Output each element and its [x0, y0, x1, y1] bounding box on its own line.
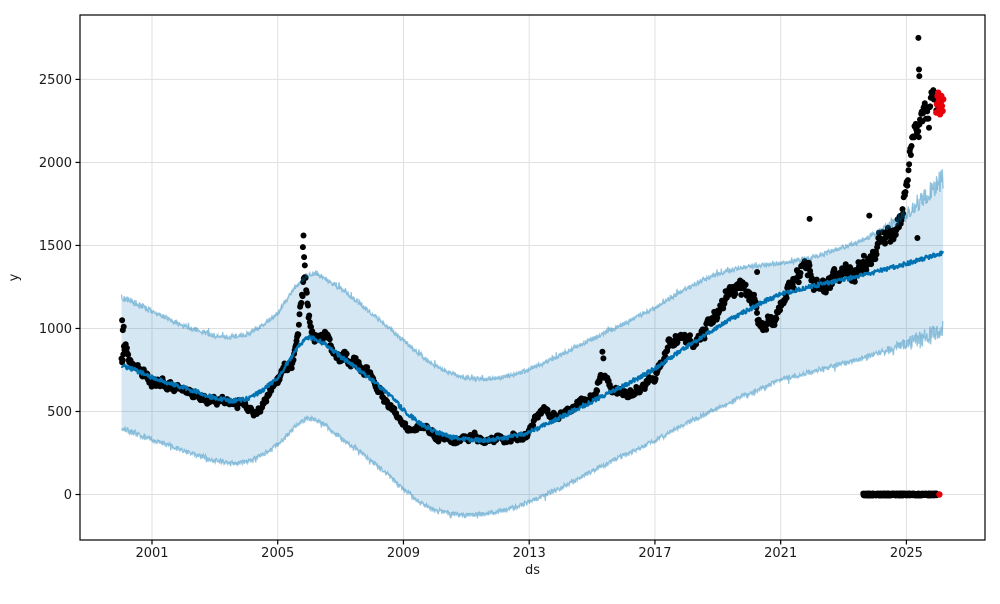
observed-point: [125, 351, 132, 358]
observed-point: [902, 189, 909, 195]
anomaly-point: [940, 96, 947, 103]
observed-point: [299, 293, 306, 300]
observed-point: [873, 251, 880, 258]
observed-point: [742, 281, 749, 288]
observed-point: [773, 315, 780, 322]
observed-point: [288, 365, 295, 372]
observed-point: [295, 331, 302, 338]
observed-point: [594, 387, 601, 394]
observed-point: [906, 161, 913, 168]
y-tick-label: 500: [47, 405, 72, 420]
observed-point: [296, 311, 303, 318]
observed-point: [306, 312, 313, 319]
observed-point-outlier: [600, 355, 607, 362]
observed-point: [305, 302, 311, 309]
observed-point: [732, 290, 739, 297]
observed-point: [927, 103, 934, 110]
anomaly-point: [936, 491, 943, 498]
observed-point-outlier: [599, 348, 606, 355]
observed-point: [303, 289, 310, 296]
observed-point-outlier: [119, 317, 126, 324]
observed-point: [795, 279, 802, 286]
observed-point-outlier: [754, 269, 761, 275]
y-axis-label: y: [7, 273, 22, 281]
observed-point: [908, 143, 915, 149]
x-tick-label: 2009: [387, 546, 420, 561]
x-tick-label: 2017: [638, 546, 671, 561]
observed-point: [302, 274, 309, 281]
y-tick-label: 1000: [39, 322, 72, 337]
x-axis-label: ds: [525, 563, 540, 578]
observed-point: [907, 152, 914, 158]
observed-point: [738, 291, 745, 298]
observed-point-outlier: [806, 215, 813, 222]
observed-point: [797, 270, 804, 276]
y-tick-label: 2500: [39, 73, 72, 88]
x-tick-label: 2001: [135, 546, 168, 561]
y-tick-label: 1500: [39, 239, 72, 254]
observed-point-outlier: [914, 235, 921, 241]
grid: [80, 15, 985, 540]
observed-point: [295, 321, 302, 328]
observed-point: [915, 128, 922, 135]
observed-point: [754, 309, 760, 316]
observed-point-outlier: [916, 73, 923, 80]
observed-point: [783, 295, 790, 301]
x-tick-label: 2005: [261, 546, 294, 561]
observed-point: [326, 336, 333, 343]
observed-point-outlier: [120, 323, 127, 330]
observed-point: [926, 124, 932, 131]
observed-point: [298, 299, 305, 306]
observed-point-outlier: [916, 66, 922, 73]
observed-point-outlier: [301, 254, 308, 261]
observed-point: [687, 332, 693, 339]
observed-point: [806, 262, 813, 269]
x-tick-label: 2025: [890, 546, 923, 561]
observed-point: [530, 422, 537, 429]
observed-point: [343, 350, 350, 357]
observed-point: [882, 240, 888, 247]
observed-point-outlier: [866, 212, 873, 219]
observed-point-outlier: [915, 34, 922, 41]
observed-point: [652, 375, 659, 382]
observed-point: [904, 177, 911, 184]
observed-point: [905, 167, 912, 174]
observed-point-outlier: [300, 232, 307, 239]
uncertainty-band: [121, 169, 944, 519]
x-tick-label: 2013: [513, 546, 546, 561]
anomaly-point: [939, 107, 946, 115]
y-tick-label: 0: [64, 488, 72, 503]
observed-point: [123, 345, 130, 351]
observed-point: [904, 182, 911, 189]
observed-point-outlier: [299, 244, 306, 251]
observed-point: [119, 357, 126, 364]
observed-point-outlier: [301, 262, 308, 269]
uncertainty-band-fill: [121, 169, 944, 519]
y-tick-label: 2000: [39, 156, 72, 171]
x-tick-label: 2021: [764, 546, 797, 561]
observed-point: [925, 115, 932, 122]
observed-point: [915, 134, 922, 141]
